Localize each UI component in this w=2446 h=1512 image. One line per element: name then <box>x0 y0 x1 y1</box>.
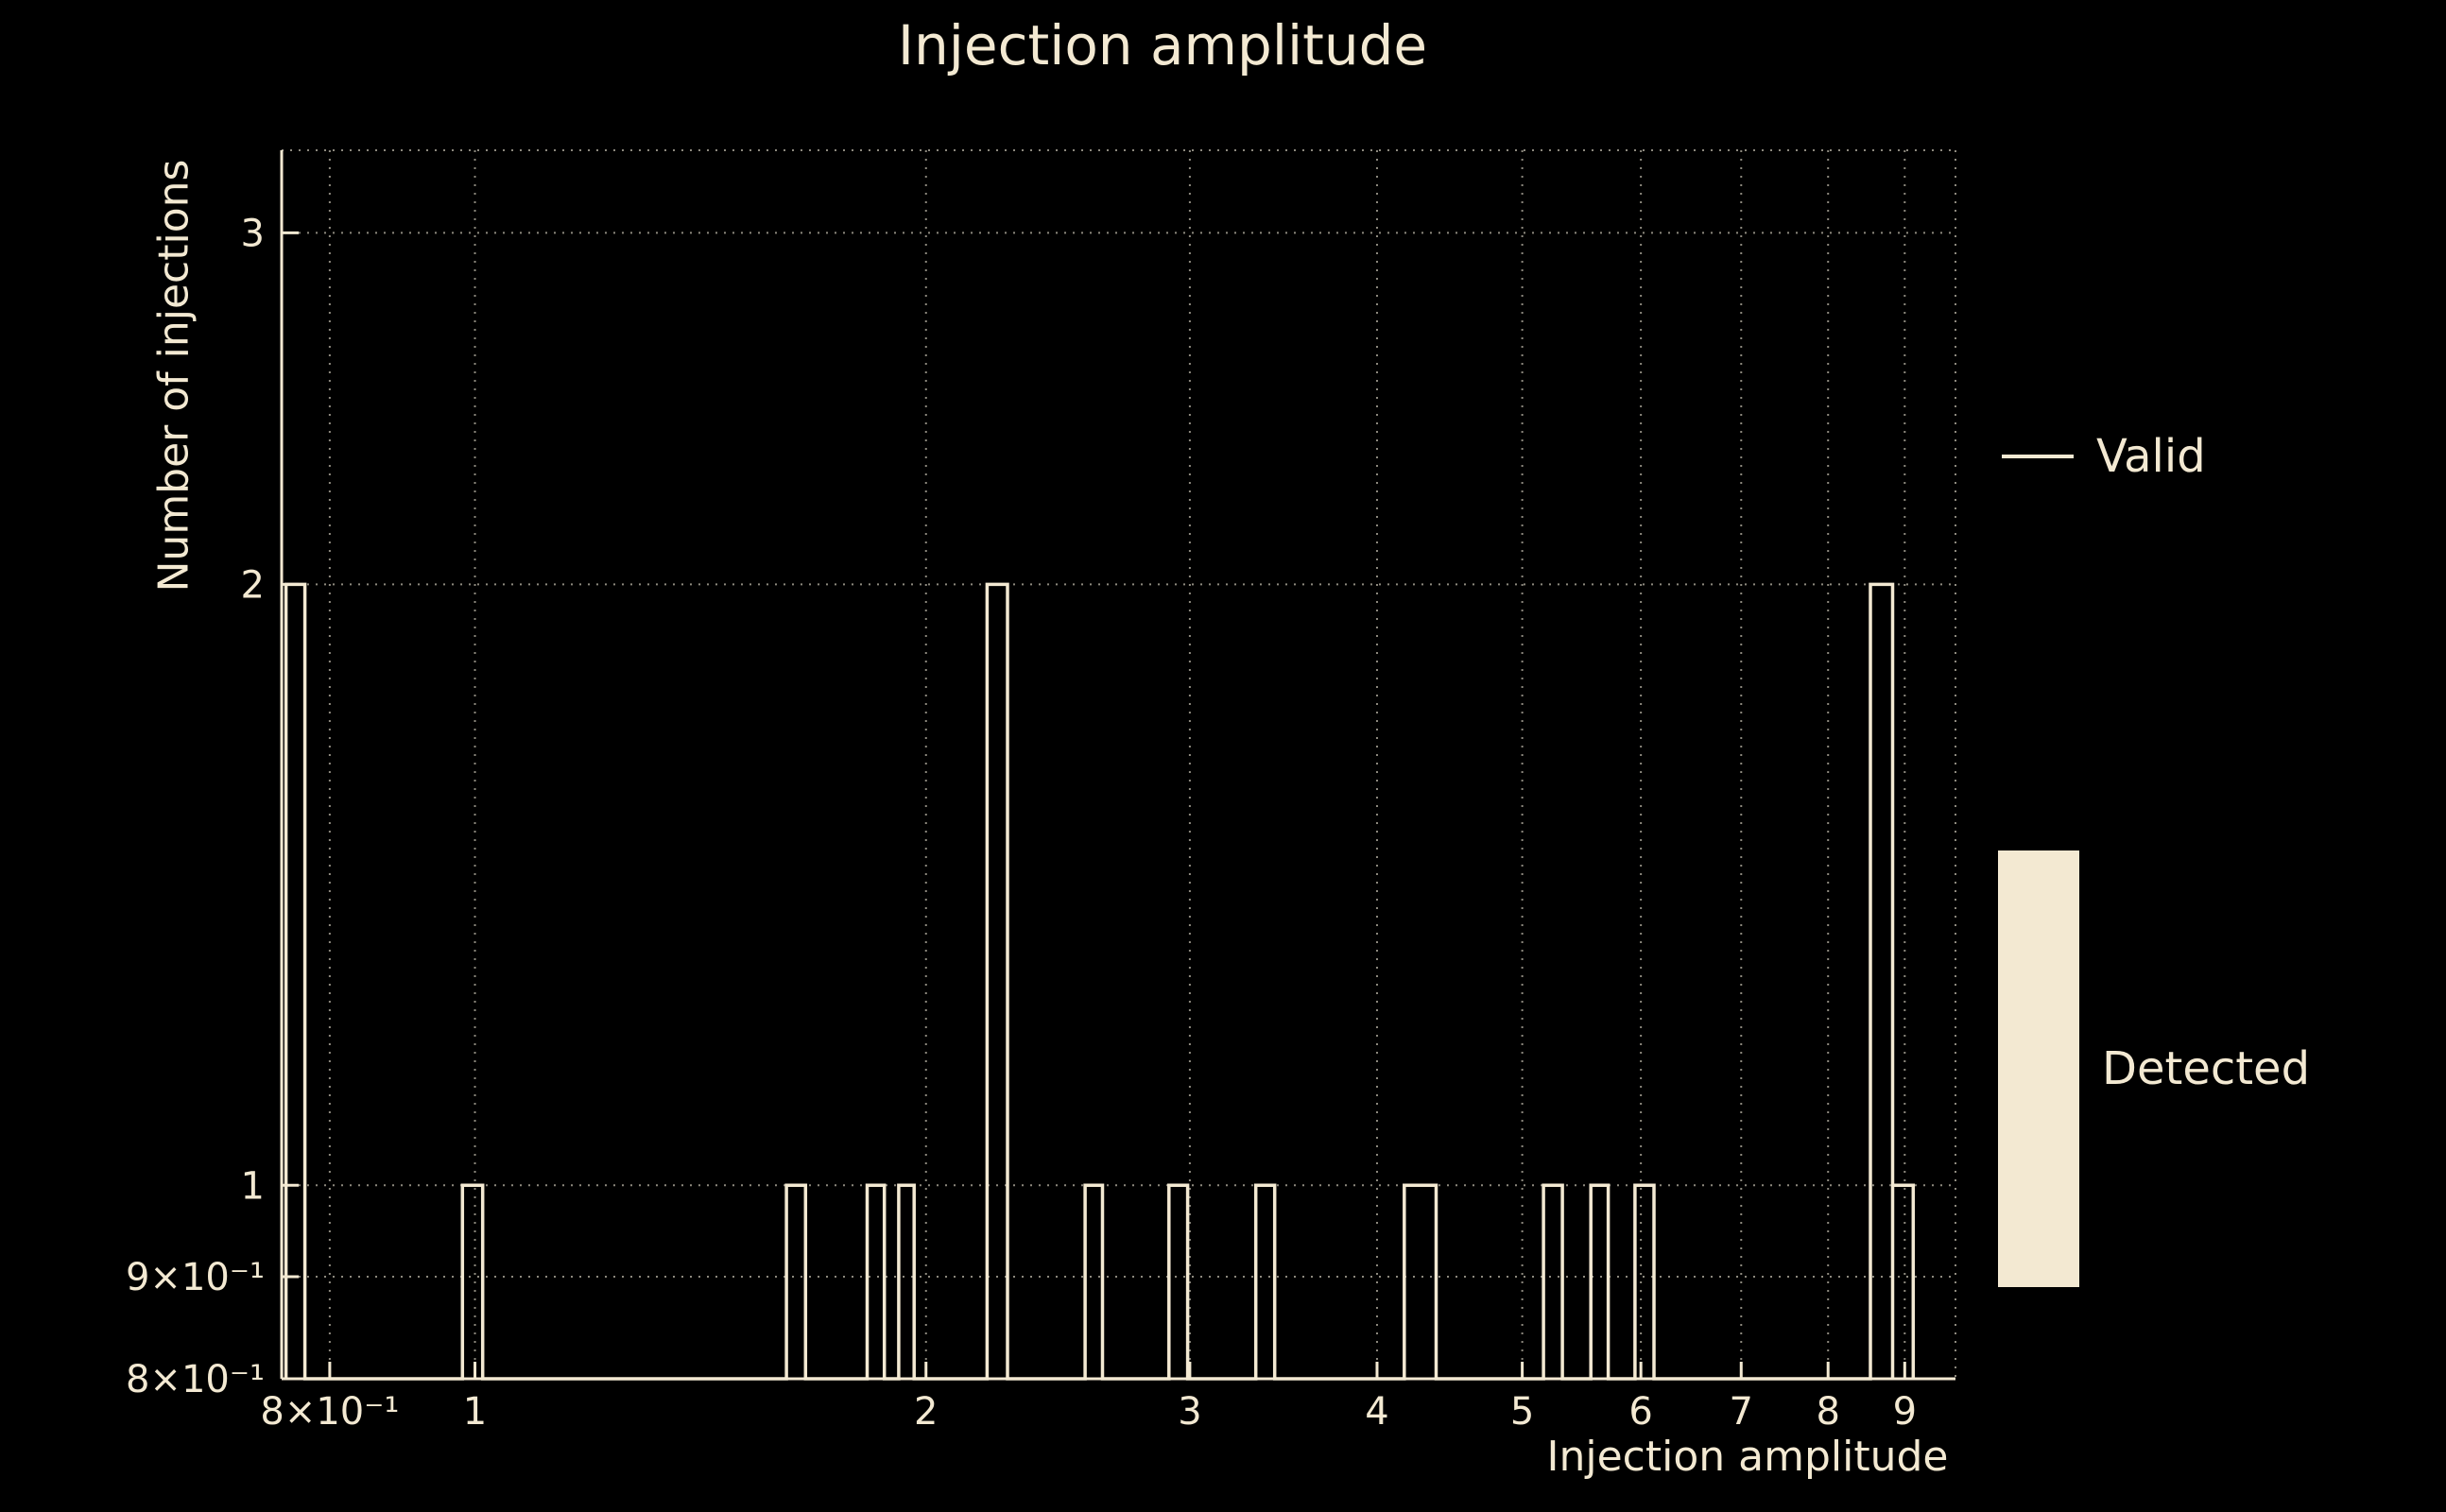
y-tick-label: 2 <box>241 563 265 607</box>
chart-title: Injection amplitude <box>897 13 1428 77</box>
x-tick-label: 1 <box>463 1390 487 1434</box>
y-tick-label: 9×10⁻¹ <box>126 1256 265 1299</box>
x-axis-label: Injection amplitude <box>1546 1433 1949 1481</box>
x-tick-label: 2 <box>914 1390 938 1434</box>
legend-label-detected: Detected <box>2102 1042 2311 1095</box>
valid-line-swatch <box>2002 455 2074 458</box>
x-tick-label: 7 <box>1730 1390 1753 1434</box>
valid-histogram-outline <box>284 582 1916 1381</box>
x-tick-label: 6 <box>1628 1390 1652 1434</box>
x-tick-label: 4 <box>1365 1390 1388 1434</box>
x-tick-label: 3 <box>1178 1390 1201 1434</box>
y-tick-label: 8×10⁻¹ <box>126 1358 265 1401</box>
legend-item-detected: Detected <box>1998 850 2310 1287</box>
y-tick-label: 3 <box>241 212 265 255</box>
x-tick-label: 8×10⁻¹ <box>260 1390 399 1434</box>
x-tick-label: 5 <box>1510 1390 1534 1434</box>
legend-item-valid: Valid <box>2002 430 2206 483</box>
detected-box-swatch <box>1998 850 2079 1287</box>
legend-label-valid: Valid <box>2096 430 2206 483</box>
y-tick-label: 1 <box>241 1164 265 1208</box>
x-tick-label: 8 <box>1816 1390 1839 1434</box>
x-tick-label: 9 <box>1893 1390 1917 1434</box>
